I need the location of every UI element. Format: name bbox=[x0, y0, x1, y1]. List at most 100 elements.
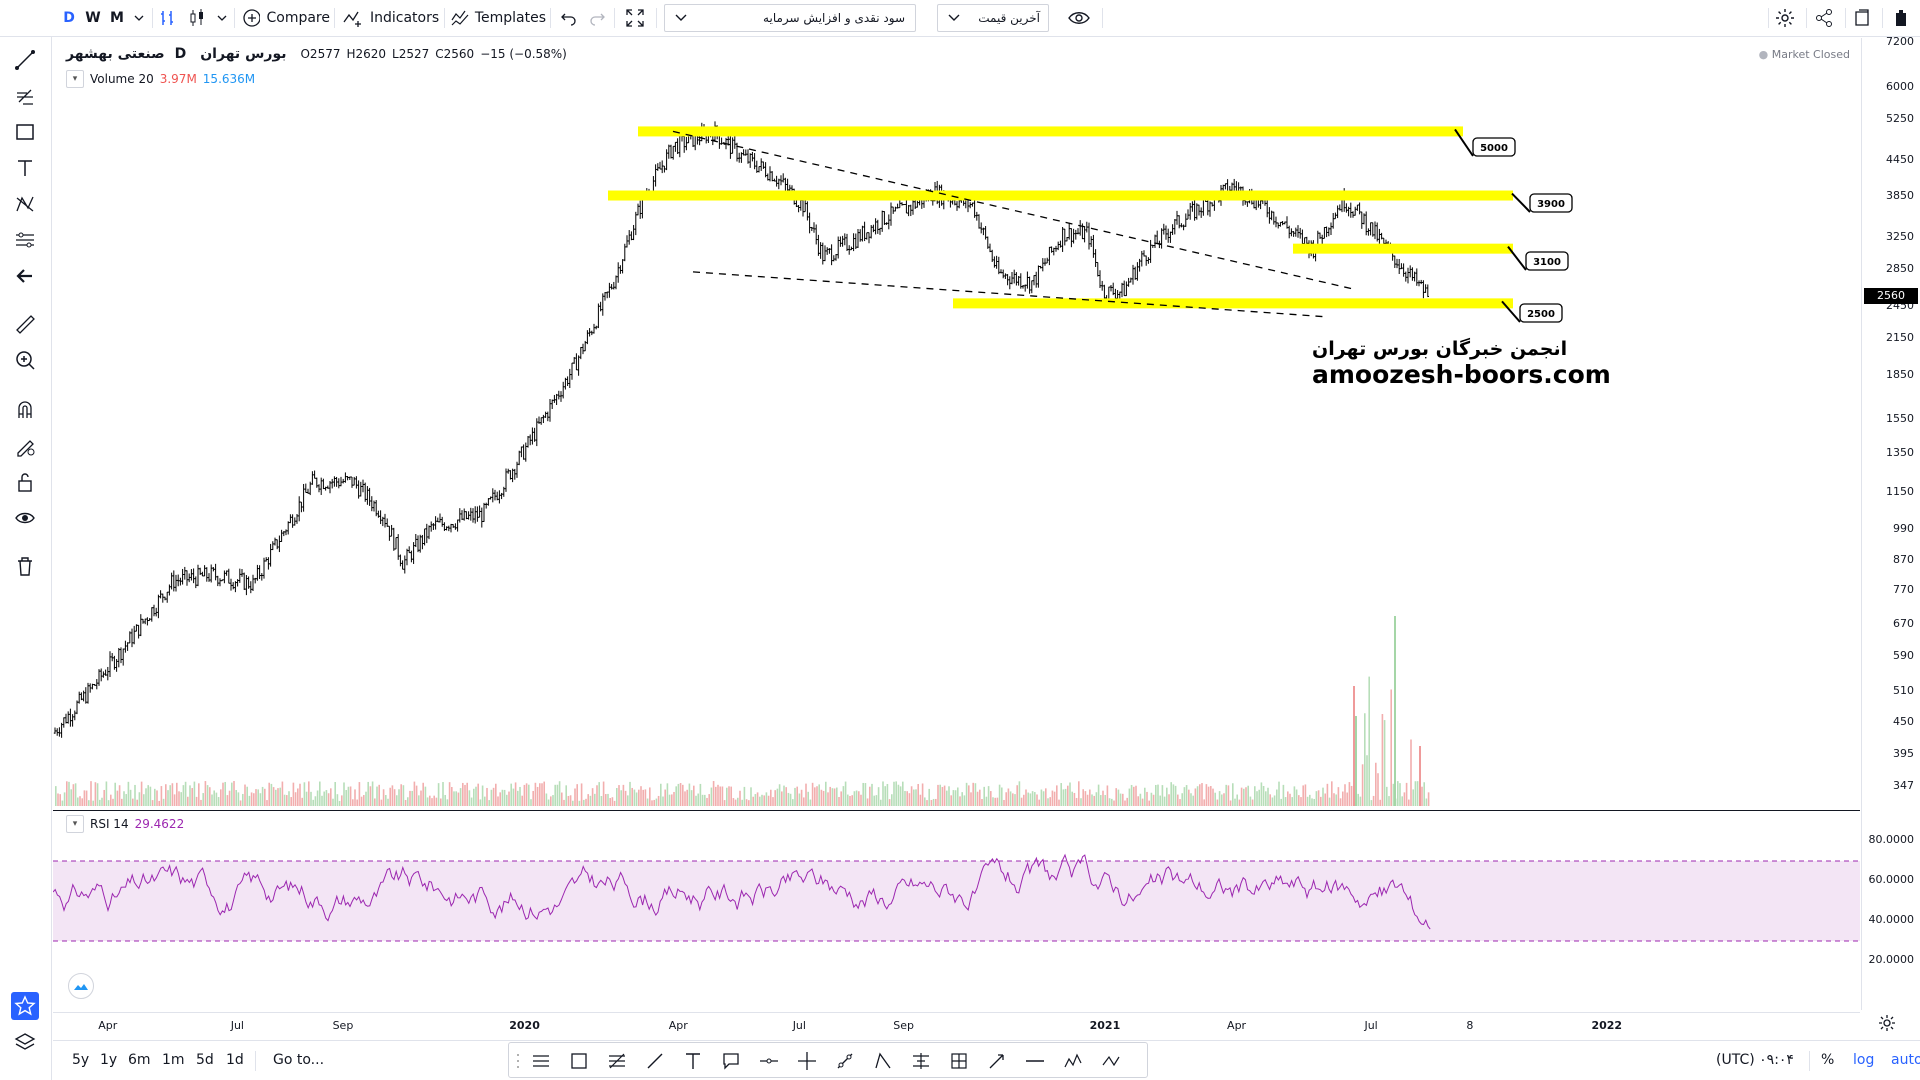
prediction-icon[interactable] bbox=[11, 226, 39, 254]
text-tool-icon[interactable] bbox=[679, 1047, 707, 1075]
star-icon[interactable] bbox=[11, 992, 39, 1020]
square-icon[interactable] bbox=[565, 1047, 593, 1075]
line-icon[interactable] bbox=[641, 1047, 669, 1075]
callout-icon[interactable] bbox=[717, 1047, 745, 1075]
volume-bar bbox=[1317, 790, 1320, 806]
volume-bar bbox=[431, 798, 433, 806]
price-range-icon[interactable] bbox=[945, 1047, 973, 1075]
rsi-label[interactable]: RSI 14 bbox=[90, 817, 129, 831]
elliott-wave-icon[interactable] bbox=[1059, 1047, 1087, 1075]
chart-type-chevron-icon[interactable] bbox=[215, 0, 229, 36]
ray-icon[interactable] bbox=[831, 1047, 859, 1075]
volume-bar bbox=[803, 797, 805, 806]
collapse-chevron-icon[interactable]: ▾ bbox=[66, 815, 84, 833]
redo-icon[interactable] bbox=[584, 0, 610, 36]
back-arrow-icon[interactable] bbox=[11, 262, 39, 290]
trash-icon[interactable] bbox=[11, 552, 39, 580]
volume-bar bbox=[1203, 799, 1205, 806]
time-axis[interactable]: Apr Jul Sep 2020 Apr Jul Sep 2021 Apr Jul 8 2022 bbox=[53, 1012, 1860, 1038]
volume-bar bbox=[875, 795, 878, 806]
eye-icon[interactable] bbox=[11, 504, 39, 532]
percent-toggle[interactable]: % bbox=[1821, 1052, 1835, 1068]
volume-bar bbox=[466, 782, 468, 806]
left-toolbar bbox=[0, 0, 52, 1080]
volume-bar bbox=[811, 782, 814, 806]
range-1d-button[interactable]: 1d bbox=[226, 1052, 244, 1068]
volume-label[interactable]: Volume 20 bbox=[90, 72, 154, 86]
time-tick-label: Apr bbox=[1227, 1019, 1247, 1032]
time-display[interactable]: ۰۹:۰۴ (UTC) bbox=[1716, 1052, 1794, 1068]
list-icon[interactable] bbox=[527, 1047, 555, 1075]
interval-d-button[interactable]: D bbox=[63, 10, 75, 26]
volume-bar bbox=[165, 784, 167, 806]
compare-button[interactable]: Compare bbox=[242, 0, 330, 36]
interval-m-button[interactable]: M bbox=[110, 10, 124, 26]
volume-bar bbox=[426, 797, 429, 806]
collapse-chevron-icon[interactable]: ▾ bbox=[66, 70, 84, 88]
indicators-button[interactable]: Indicators bbox=[342, 0, 440, 36]
price-chart-pane[interactable]: 5000 3900 3100 2500 bbox=[53, 38, 1860, 808]
price-axis[interactable]: 7200 6000 5250 4450 3850 3250 2850 2450 2150 1850… bbox=[1861, 35, 1920, 1010]
auto-toggle[interactable]: auto bbox=[1891, 1052, 1920, 1068]
price-source-dropdown[interactable]: آخرین قیمت bbox=[937, 4, 1049, 32]
abc-wave-icon[interactable] bbox=[1097, 1047, 1125, 1075]
pattern-icon[interactable] bbox=[11, 190, 39, 218]
date-range-icon[interactable] bbox=[907, 1047, 935, 1075]
cross-line-icon[interactable] bbox=[793, 1047, 821, 1075]
volume-bar bbox=[79, 796, 81, 806]
layers-icon[interactable] bbox=[11, 1028, 39, 1056]
share-icon[interactable] bbox=[1809, 0, 1839, 36]
trend-line-icon[interactable] bbox=[11, 46, 39, 74]
symbol-name[interactable]: صنعتی بهشهر bbox=[66, 46, 165, 62]
dividends-dropdown[interactable]: سود نقدی و افزایش سرمایه bbox=[664, 4, 916, 32]
undo-icon[interactable] bbox=[556, 0, 582, 36]
volume-bar bbox=[136, 799, 138, 806]
triangle-pattern-icon[interactable] bbox=[869, 1047, 897, 1075]
snapshot-icon[interactable] bbox=[1847, 0, 1877, 36]
chevron-down-icon[interactable] bbox=[130, 0, 148, 36]
volume-bar bbox=[651, 800, 653, 806]
volume-bar bbox=[1172, 784, 1175, 806]
horizontal-ray-icon[interactable] bbox=[755, 1047, 783, 1075]
volume-bar bbox=[1192, 795, 1194, 806]
range-1m-button[interactable]: 1m bbox=[162, 1052, 185, 1068]
volume-bar bbox=[1344, 784, 1346, 806]
templates-button[interactable]: Templates bbox=[450, 0, 546, 36]
volume-bar bbox=[653, 799, 655, 806]
ruler-icon[interactable] bbox=[11, 310, 39, 338]
stay-drawing-icon[interactable] bbox=[11, 432, 39, 460]
volume-bar bbox=[123, 791, 125, 806]
fullscreen-icon[interactable] bbox=[620, 0, 650, 36]
logo-cloud-icon[interactable] bbox=[68, 973, 94, 999]
battery-icon[interactable] bbox=[1886, 0, 1916, 36]
range-6m-button[interactable]: 6m bbox=[128, 1052, 151, 1068]
visibility-eye-icon[interactable] bbox=[1064, 0, 1094, 36]
volume-bar bbox=[1194, 788, 1197, 806]
text-icon[interactable] bbox=[11, 154, 39, 182]
range-5d-button[interactable]: 5d bbox=[196, 1052, 214, 1068]
range-5y-button[interactable]: 5y bbox=[72, 1052, 90, 1068]
log-toggle[interactable]: log bbox=[1853, 1052, 1875, 1068]
pitchfork-icon[interactable] bbox=[11, 82, 39, 110]
interval-w-button[interactable]: W bbox=[85, 10, 101, 26]
volume-bar bbox=[189, 785, 191, 806]
bar-chart-icon[interactable] bbox=[156, 0, 178, 36]
volume-bar bbox=[440, 798, 442, 806]
volume-bar bbox=[433, 795, 435, 806]
magnet-icon[interactable] bbox=[11, 396, 39, 424]
settings-gear-icon[interactable] bbox=[1770, 0, 1800, 36]
arrow-line-icon[interactable] bbox=[983, 1047, 1011, 1075]
rectangle-icon[interactable] bbox=[11, 118, 39, 146]
volume-bar bbox=[585, 798, 587, 806]
range-1y-button[interactable]: 1y bbox=[100, 1052, 118, 1068]
candles-icon[interactable] bbox=[186, 0, 208, 36]
goto-button[interactable]: Go to... bbox=[273, 1052, 325, 1068]
fib-icon[interactable] bbox=[603, 1047, 631, 1075]
drag-handle-icon[interactable] bbox=[513, 1047, 523, 1075]
horizontal-line-icon[interactable] bbox=[1021, 1047, 1049, 1075]
lock-icon[interactable] bbox=[11, 468, 39, 496]
volume-bar bbox=[748, 800, 750, 806]
rsi-pane[interactable] bbox=[52, 810, 1860, 1010]
axis-settings-gear-icon[interactable] bbox=[1878, 1014, 1896, 1036]
zoom-in-icon[interactable] bbox=[11, 346, 39, 374]
